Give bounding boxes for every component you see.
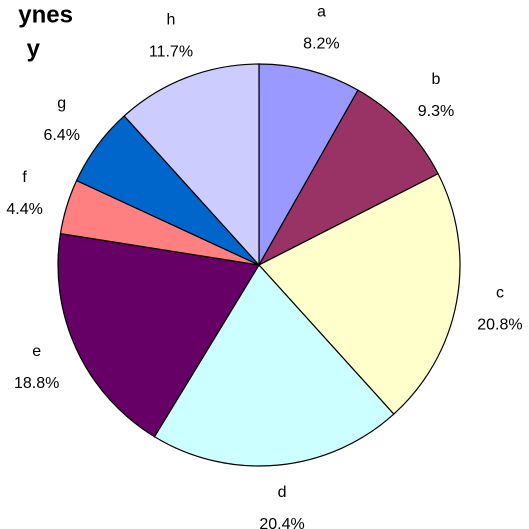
slice-label: c <box>496 285 504 302</box>
slice-label: h <box>167 12 176 29</box>
pie-slice <box>57 232 260 438</box>
chart-title: ynes <box>18 1 73 28</box>
slice-value-label: 18.8% <box>14 375 59 392</box>
slice-label: a <box>317 3 326 20</box>
slice-label: d <box>278 484 287 501</box>
pie-slice <box>257 89 439 267</box>
slice-value-label: 20.4% <box>259 516 304 529</box>
slice-label: f <box>22 169 27 186</box>
slice-value-label: 11.7% <box>149 44 193 61</box>
pie-slice <box>153 264 395 467</box>
slice-value-label: 4.4% <box>6 201 42 218</box>
slice-value-label: 9.3% <box>418 103 454 120</box>
slice-label: g <box>57 95 66 112</box>
slice-value-label: 6.4% <box>43 127 79 144</box>
chart-title: y <box>27 35 41 62</box>
pie-slice <box>258 63 359 268</box>
pie-slice <box>258 172 461 415</box>
pie-slice <box>123 63 260 267</box>
slice-value-label: 20.8% <box>477 317 522 334</box>
slice-value-label: 8.2% <box>303 35 339 52</box>
slice-label: e <box>32 343 41 360</box>
slice-label: b <box>432 71 441 88</box>
